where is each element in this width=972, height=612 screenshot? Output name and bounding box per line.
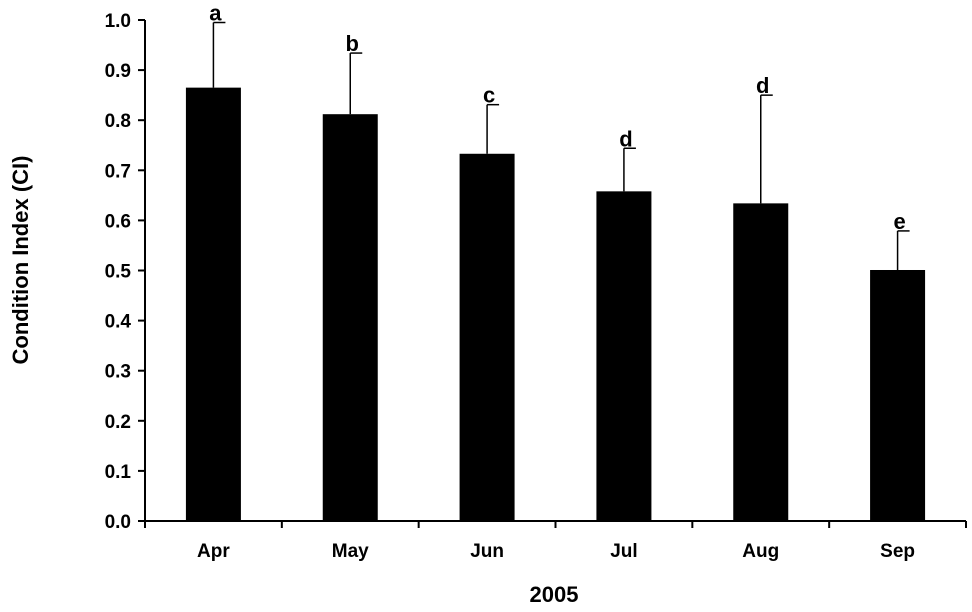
y-tick-label: 0.4 (105, 312, 132, 333)
significance-letter: e (893, 209, 905, 234)
significance-letter: d (619, 126, 632, 151)
x-tick-label: Apr (197, 541, 230, 562)
error-bar (212, 21, 226, 88)
y-tick-label: 0.0 (105, 512, 131, 533)
y-tick-label: 0.3 (105, 362, 131, 383)
x-tick-label: May (332, 541, 369, 562)
significance-letter: c (483, 83, 495, 108)
significance-letter: d (756, 73, 769, 98)
significance-letters: a b c d d e (209, 1, 905, 234)
y-tick-label: 0.7 (105, 161, 131, 182)
x-tick-label: Jul (610, 541, 637, 562)
y-tick-label: 1.0 (105, 11, 131, 32)
bar (870, 269, 926, 521)
bars (185, 87, 926, 522)
significance-letter: b (346, 31, 359, 56)
y-ticks: 0.0 0.1 0.2 0.3 0.4 0.5 0.6 0.7 0.8 0.9 1.0 (105, 11, 145, 533)
x-ticks: Apr May Jun Jul Aug Sep (144, 521, 967, 562)
x-tick-label: Sep (880, 541, 915, 562)
y-axis-title: Condition Index (CI) (8, 156, 33, 365)
error-bar (486, 103, 500, 154)
x-tick-label: Aug (742, 541, 779, 562)
y-tick-label: 0.2 (105, 412, 131, 433)
error-bar (760, 94, 773, 204)
error-bar (623, 147, 636, 192)
y-tick-label: 0.5 (105, 262, 132, 283)
bar (185, 87, 241, 521)
bar (733, 203, 789, 521)
y-tick-label: 0.9 (105, 61, 131, 82)
bar (459, 153, 515, 521)
x-axis-title: 2005 (530, 582, 579, 607)
bar (322, 114, 378, 522)
significance-letter: a (209, 1, 222, 26)
y-tick-label: 0.1 (105, 462, 132, 483)
error-bar (896, 230, 910, 270)
error-bar (349, 52, 363, 115)
error-bars (212, 21, 910, 270)
bar (596, 191, 652, 522)
x-tick-label: Jun (470, 541, 504, 562)
y-tick-label: 0.6 (105, 211, 131, 232)
y-tick-label: 0.8 (105, 111, 131, 132)
